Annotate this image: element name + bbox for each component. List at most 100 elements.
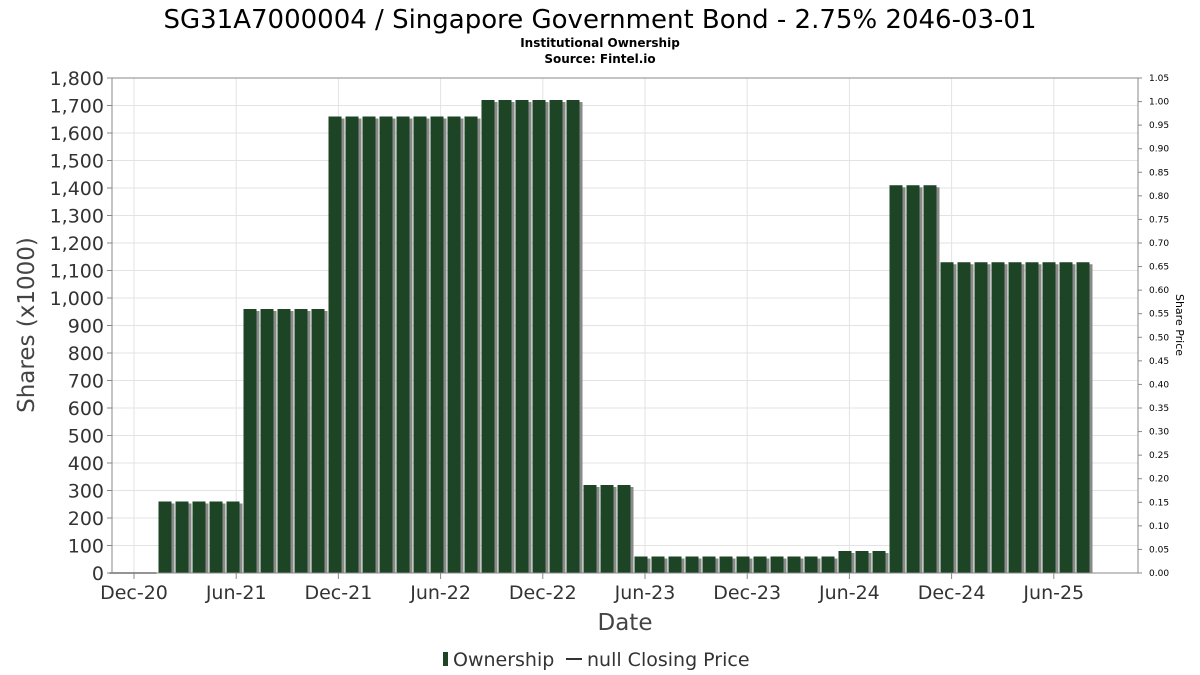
x-tick-label: Jun-21	[205, 582, 267, 604]
bar	[566, 100, 580, 573]
bar	[226, 501, 240, 573]
x-axis: Dec-20 Jun-21 Dec-21 Jun-22 Dec-22 Jun-23 Dec-…	[100, 573, 1084, 604]
bar	[345, 116, 359, 573]
x-tick-label: Jun-25	[1022, 582, 1084, 604]
bar	[413, 116, 427, 573]
y-tick-label: 1,800	[50, 68, 104, 90]
y-tick-label: 1,000	[50, 288, 104, 310]
y2-tick-label: 0.65	[1149, 263, 1169, 273]
bar	[396, 116, 410, 573]
bar	[464, 116, 478, 573]
y-tick-label: 100	[68, 536, 104, 558]
bar	[991, 262, 1005, 573]
x-tick-label: Dec-23	[713, 582, 781, 604]
y2-tick-label: 0.95	[1149, 121, 1169, 131]
y-tick-label: 1,500	[50, 151, 104, 173]
bar	[175, 501, 189, 573]
y2-tick-label: 0.75	[1149, 215, 1169, 225]
y-tick-label: 1,600	[50, 123, 104, 145]
bar	[583, 485, 597, 573]
bar	[736, 556, 750, 573]
bar	[617, 485, 631, 573]
legend: Ownership null Closing Price	[443, 649, 750, 671]
y2-tick-label: 0.90	[1149, 145, 1169, 155]
y-axis-label: Shares (x1000)	[14, 237, 40, 413]
bar	[277, 309, 291, 573]
y2-tick-label: 0.45	[1149, 357, 1169, 367]
bar	[906, 185, 920, 573]
bar	[1076, 262, 1090, 573]
y2-tick-label: 1.05	[1149, 74, 1169, 84]
bar	[328, 116, 342, 573]
y2-tick-label: 0.70	[1149, 239, 1169, 249]
y2-tick-label: 1.00	[1149, 98, 1169, 108]
y2-tick-label: 0.60	[1149, 286, 1169, 296]
bar	[1008, 262, 1022, 573]
bar	[889, 185, 903, 573]
x-tick-label: Dec-20	[100, 582, 168, 604]
bar	[481, 100, 495, 573]
bar	[1042, 262, 1056, 573]
bar	[923, 185, 937, 573]
bar	[957, 262, 971, 573]
y2-tick-label: 0.50	[1149, 333, 1169, 343]
chart-subtitle-2: Source: Fintel.io	[544, 52, 655, 66]
y-tick-label: 400	[68, 453, 104, 475]
bar	[838, 551, 852, 573]
bar	[311, 309, 325, 573]
y-axis-left: 0 100 200 300 400 500 600 700 800 900 1,000 1,100 1,…	[50, 68, 112, 585]
bar	[770, 556, 784, 573]
bar	[209, 501, 223, 573]
x-tick-label: Dec-22	[509, 582, 577, 604]
bar	[532, 100, 546, 573]
bar	[158, 501, 172, 573]
x-tick-label: Dec-24	[918, 582, 986, 604]
y-tick-label: 300	[68, 481, 104, 503]
legend-bar-swatch	[443, 652, 448, 666]
y2-tick-label: 0.55	[1149, 310, 1169, 320]
bar	[702, 556, 716, 573]
bar	[651, 556, 665, 573]
bar	[515, 100, 529, 573]
y-tick-label: 900	[68, 316, 104, 338]
bar	[855, 551, 869, 573]
bar	[192, 501, 206, 573]
bar	[260, 309, 274, 573]
y-tick-label: 600	[68, 398, 104, 420]
y-tick-label: 1,100	[50, 261, 104, 283]
y2-tick-label: 0.10	[1149, 522, 1169, 532]
y-tick-label: 700	[68, 371, 104, 393]
bar	[447, 116, 461, 573]
y2-tick-label: 0.30	[1149, 428, 1169, 438]
y2-tick-label: 0.35	[1149, 404, 1169, 414]
y-tick-label: 800	[68, 343, 104, 365]
y-tick-label: 1,300	[50, 206, 104, 228]
bar	[787, 556, 801, 573]
bar-series-ownership	[109, 100, 1093, 574]
bar	[498, 100, 512, 573]
legend-label-ownership: Ownership	[453, 649, 554, 671]
legend-label-closing-price: null Closing Price	[587, 649, 750, 671]
y2-tick-label: 0.80	[1149, 192, 1169, 202]
y2-axis-label: Share Price	[1173, 294, 1186, 356]
bar	[685, 556, 699, 573]
bar	[974, 262, 988, 573]
y2-tick-label: 0.25	[1149, 451, 1169, 461]
bar	[804, 556, 818, 573]
y-tick-label: 0	[92, 563, 104, 585]
x-tick-label: Jun-24	[818, 582, 880, 604]
x-tick-label: Jun-22	[409, 582, 471, 604]
bar	[753, 556, 767, 573]
bar	[600, 485, 614, 573]
chart-title: SG31A7000004 / Singapore Government Bond…	[163, 5, 1036, 35]
bar	[294, 309, 308, 573]
x-tick-label: Jun-23	[614, 582, 676, 604]
bar	[549, 100, 563, 573]
y2-tick-label: 0.05	[1149, 545, 1169, 555]
y2-tick-label: 0.15	[1149, 498, 1169, 508]
y-tick-label: 1,700	[50, 96, 104, 118]
y-axis-right: 0.00 0.05 0.10 0.15 0.20 0.25 0.30 0.35 0.40 0.45…	[1138, 74, 1169, 579]
bar	[1025, 262, 1039, 573]
y2-tick-label: 0.40	[1149, 380, 1169, 390]
